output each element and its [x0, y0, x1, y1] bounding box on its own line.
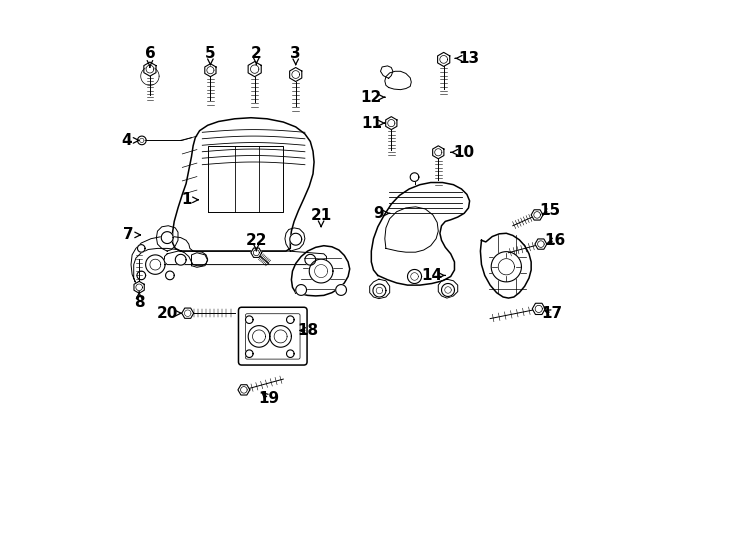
- Polygon shape: [245, 316, 253, 323]
- Polygon shape: [380, 66, 393, 78]
- Polygon shape: [145, 255, 165, 274]
- Polygon shape: [535, 239, 547, 249]
- Polygon shape: [388, 119, 395, 127]
- Polygon shape: [445, 287, 451, 293]
- Text: 20: 20: [156, 306, 181, 321]
- FancyBboxPatch shape: [245, 314, 300, 359]
- Text: 9: 9: [374, 206, 390, 221]
- Polygon shape: [248, 326, 270, 347]
- Text: 8: 8: [134, 292, 145, 310]
- FancyBboxPatch shape: [239, 307, 307, 365]
- Polygon shape: [291, 246, 349, 296]
- Polygon shape: [292, 71, 299, 78]
- Polygon shape: [252, 330, 266, 343]
- Text: 22: 22: [246, 233, 267, 251]
- Text: 5: 5: [205, 46, 216, 65]
- Polygon shape: [305, 254, 316, 265]
- Polygon shape: [532, 303, 545, 314]
- Polygon shape: [290, 68, 302, 82]
- Polygon shape: [438, 279, 458, 298]
- Polygon shape: [377, 287, 382, 294]
- Polygon shape: [440, 56, 448, 63]
- Polygon shape: [411, 273, 418, 280]
- Polygon shape: [286, 350, 294, 357]
- Polygon shape: [335, 285, 346, 295]
- Polygon shape: [296, 285, 307, 295]
- Polygon shape: [407, 269, 421, 284]
- Polygon shape: [175, 254, 186, 265]
- Polygon shape: [245, 350, 253, 357]
- Polygon shape: [251, 248, 262, 258]
- Text: 18: 18: [297, 323, 318, 338]
- Text: 13: 13: [455, 51, 479, 66]
- Polygon shape: [442, 284, 454, 296]
- Polygon shape: [134, 281, 145, 293]
- Text: 1: 1: [181, 192, 198, 207]
- Polygon shape: [370, 279, 390, 299]
- Polygon shape: [150, 259, 161, 270]
- Polygon shape: [248, 62, 261, 77]
- Text: 21: 21: [310, 208, 332, 227]
- Polygon shape: [205, 64, 216, 77]
- Polygon shape: [182, 308, 194, 319]
- Polygon shape: [270, 326, 291, 347]
- Polygon shape: [435, 148, 442, 156]
- Text: 14: 14: [421, 268, 445, 283]
- Polygon shape: [172, 118, 314, 251]
- Polygon shape: [161, 232, 173, 244]
- Polygon shape: [139, 138, 144, 143]
- Text: 3: 3: [291, 46, 301, 65]
- Polygon shape: [141, 67, 159, 85]
- Polygon shape: [385, 207, 438, 252]
- Polygon shape: [385, 71, 411, 90]
- Polygon shape: [432, 146, 444, 159]
- Text: 17: 17: [541, 306, 562, 321]
- Text: 19: 19: [258, 391, 279, 406]
- Polygon shape: [137, 271, 145, 280]
- Text: 15: 15: [539, 203, 560, 218]
- Polygon shape: [274, 330, 287, 343]
- Polygon shape: [253, 250, 259, 255]
- Polygon shape: [480, 233, 531, 298]
- Polygon shape: [498, 259, 515, 275]
- Text: 11: 11: [361, 116, 385, 131]
- Text: 7: 7: [123, 227, 140, 242]
- Polygon shape: [290, 233, 302, 245]
- Polygon shape: [309, 259, 333, 283]
- Polygon shape: [137, 136, 146, 145]
- Polygon shape: [184, 310, 191, 316]
- Polygon shape: [537, 241, 544, 247]
- Polygon shape: [137, 245, 145, 252]
- Polygon shape: [166, 271, 174, 280]
- Polygon shape: [250, 65, 259, 73]
- Text: 16: 16: [545, 233, 565, 248]
- Polygon shape: [531, 210, 543, 220]
- Polygon shape: [207, 66, 214, 74]
- Polygon shape: [371, 183, 470, 285]
- Polygon shape: [286, 316, 294, 323]
- Polygon shape: [534, 212, 540, 218]
- Text: 6: 6: [145, 46, 156, 67]
- Polygon shape: [437, 52, 450, 66]
- Polygon shape: [373, 284, 386, 297]
- Polygon shape: [385, 117, 397, 130]
- Polygon shape: [491, 252, 521, 282]
- Polygon shape: [410, 173, 419, 181]
- Polygon shape: [156, 226, 178, 251]
- Polygon shape: [192, 253, 208, 267]
- Polygon shape: [535, 305, 542, 313]
- Polygon shape: [238, 384, 250, 395]
- Polygon shape: [131, 237, 208, 284]
- Polygon shape: [164, 251, 327, 265]
- Polygon shape: [241, 387, 247, 393]
- Polygon shape: [285, 228, 305, 251]
- Polygon shape: [136, 284, 142, 291]
- Text: 12: 12: [360, 90, 385, 105]
- Text: 2: 2: [251, 46, 262, 64]
- Polygon shape: [146, 65, 154, 73]
- Text: 10: 10: [451, 145, 475, 160]
- Polygon shape: [144, 62, 156, 76]
- Polygon shape: [315, 265, 327, 278]
- Text: 4: 4: [121, 133, 139, 148]
